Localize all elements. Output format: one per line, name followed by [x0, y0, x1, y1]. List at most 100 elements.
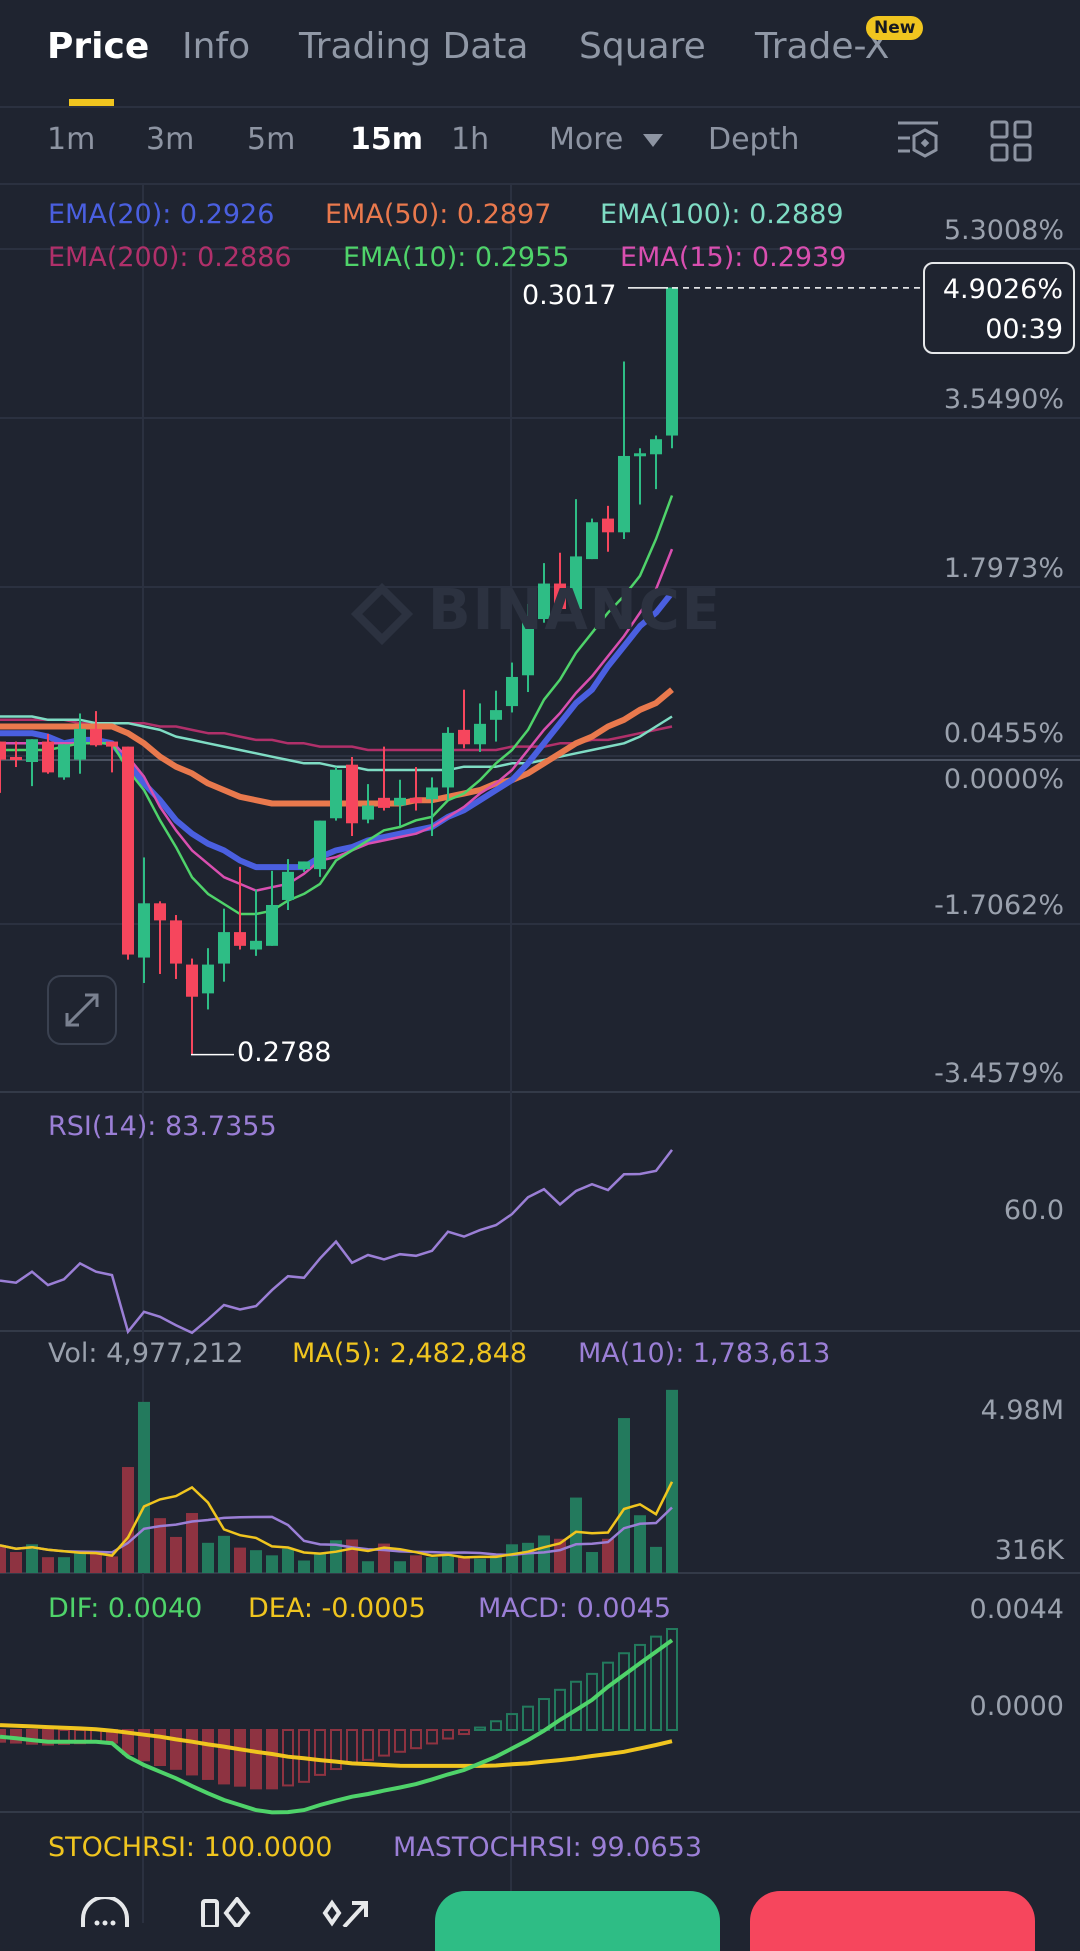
ema20-label: EMA(20): 0.2926: [48, 199, 275, 230]
rsi-axis-label: 60.0: [1003, 1195, 1064, 1226]
ema100-label: EMA(100): 0.2889: [600, 199, 844, 230]
indicator-settings-icon[interactable]: [896, 120, 940, 166]
volume-bar: [346, 1539, 358, 1573]
macd-histogram-bar: [138, 1729, 150, 1762]
tab-info[interactable]: Info: [182, 26, 251, 67]
new-badge: New: [866, 16, 924, 40]
macd-histogram-bar: [634, 1643, 646, 1732]
macd-histogram-bar: [122, 1729, 134, 1756]
macd-histogram-bar: [618, 1652, 630, 1732]
more-label: More: [549, 122, 624, 157]
tab-square[interactable]: Square: [579, 26, 706, 67]
candle-body: [586, 522, 598, 560]
candle-body: [522, 619, 534, 676]
macd-dif-label: DIF: 0.0040: [48, 1593, 203, 1624]
candle-body: [410, 797, 422, 803]
active-tab-indicator: [69, 99, 114, 106]
volume-bar: [442, 1556, 454, 1573]
candle-body: [570, 556, 582, 609]
candle-body: [442, 732, 454, 788]
volume-bar: [458, 1557, 470, 1573]
price-axis-label: 5.3008%: [943, 215, 1064, 246]
volume-bar: [26, 1544, 38, 1573]
candle-body: [250, 940, 262, 950]
volume-bar: [474, 1558, 486, 1573]
macd-histogram-bar: [250, 1729, 262, 1790]
candle-body: [10, 756, 22, 760]
volume-bar: [138, 1401, 150, 1573]
volume-ma5-label: MA(5): 2,482,848: [292, 1338, 528, 1369]
macd-histogram-bar: [298, 1729, 310, 1783]
volume-bar: [362, 1561, 374, 1573]
candle-body: [170, 920, 182, 964]
volume-ma10-line: [0, 1506, 673, 1557]
candle-body: [122, 746, 134, 955]
macd-dea-label: DEA: -0.0005: [248, 1593, 426, 1624]
layout-grid-icon[interactable]: [990, 120, 1032, 166]
compare-icon[interactable]: [200, 1895, 252, 1931]
macd-histogram-bar: [426, 1729, 438, 1745]
volume-bar: [218, 1535, 230, 1573]
current-price-box: 4.9026% 00:39: [923, 262, 1075, 354]
candle-body: [26, 739, 38, 763]
candle-body: [42, 741, 54, 773]
volume-bar: [490, 1555, 502, 1573]
fullscreen-button[interactable]: [47, 975, 117, 1045]
volume-bar: [154, 1518, 166, 1573]
buy-button[interactable]: [435, 1891, 720, 1951]
candle-body: [138, 903, 150, 958]
candle-body: [538, 583, 550, 620]
macd-histogram-bar: [234, 1729, 246, 1787]
depth-tab[interactable]: Depth: [708, 122, 800, 157]
candle-body: [602, 518, 614, 533]
macd-histogram-bar: [202, 1729, 214, 1780]
candle-body: [314, 820, 326, 870]
tab-trading-data[interactable]: Trading Data: [299, 26, 529, 67]
candle-body: [106, 741, 118, 747]
interval-15m[interactable]: 15m: [350, 122, 424, 157]
chat-icon[interactable]: [80, 1895, 130, 1931]
interval-3m[interactable]: 3m: [146, 122, 195, 157]
more-intervals-button[interactable]: More: [549, 122, 663, 157]
sell-button[interactable]: [750, 1891, 1035, 1951]
macd-histogram-bar: [330, 1729, 342, 1771]
candle-body: [506, 676, 518, 707]
interval-5m[interactable]: 5m: [247, 122, 296, 157]
volume-bar: [618, 1418, 630, 1573]
volume-axis-bottom: 316K: [994, 1535, 1064, 1566]
macd-histogram-bar: [602, 1661, 614, 1731]
tab-price[interactable]: Price: [47, 26, 150, 67]
macd-histogram-bar: [490, 1720, 502, 1731]
macd-histogram-bar: [314, 1729, 326, 1776]
macd-histogram-bar: [442, 1729, 454, 1740]
candle-body: [330, 769, 342, 819]
candle-body: [634, 453, 646, 457]
current-change-percent: 4.9026%: [942, 274, 1063, 305]
candle-body: [90, 728, 102, 746]
volume-bar: [90, 1553, 102, 1573]
interval-1m[interactable]: 1m: [47, 122, 96, 157]
stochrsi-label: STOCHRSI: 100.0000: [48, 1832, 333, 1863]
volume-bar: [266, 1555, 278, 1573]
macd-histogram-bar: [554, 1688, 566, 1731]
interval-1h[interactable]: 1h: [451, 122, 490, 157]
price-axis-label: 3.5490%: [943, 384, 1064, 415]
macd-histogram-bar: [42, 1729, 54, 1746]
high-price-label: 0.3017: [522, 280, 617, 311]
volume-bar: [282, 1548, 294, 1573]
volume-bar: [426, 1557, 438, 1573]
candle-body: [458, 729, 470, 745]
volume-bar: [186, 1513, 198, 1573]
candle-body: [58, 744, 70, 778]
macd-histogram-bar: [186, 1729, 198, 1776]
volume-bar: [506, 1544, 518, 1573]
share-icon[interactable]: [322, 1897, 372, 1931]
volume-bar: [0, 1545, 6, 1573]
divider: [0, 183, 1080, 185]
mastochrsi-label: MASTOCHRSI: 99.0653: [393, 1832, 702, 1863]
volume-bar: [554, 1538, 566, 1573]
candle-body: [666, 287, 678, 436]
volume-axis-top: 4.98M: [980, 1395, 1064, 1426]
candle-body: [362, 805, 374, 820]
